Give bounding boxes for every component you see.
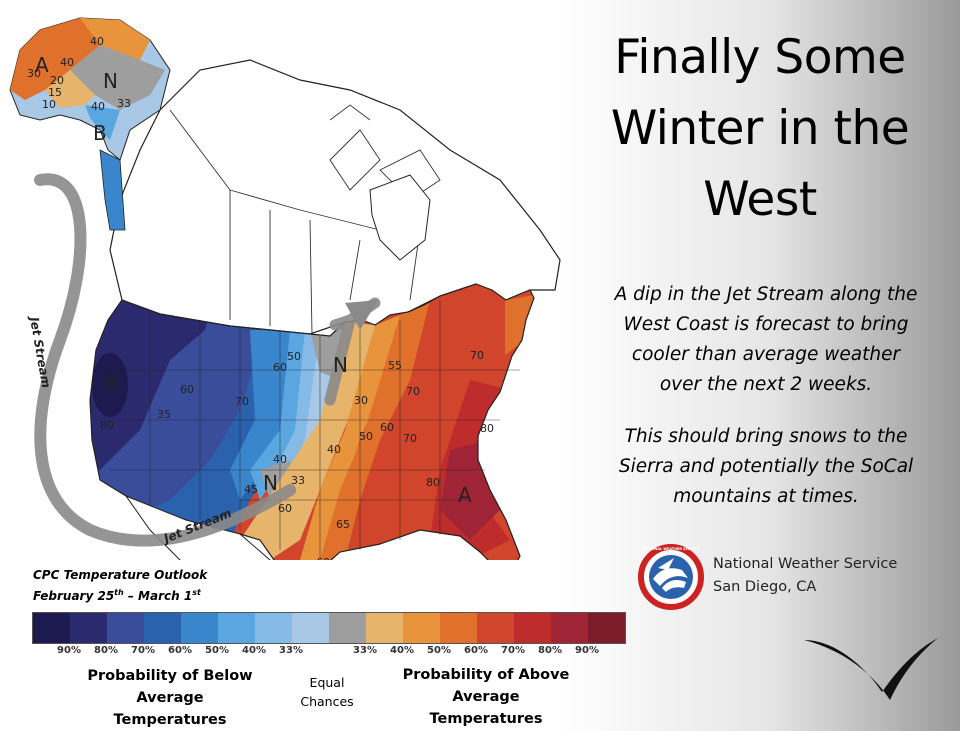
description-snow: This should bring snows to the Sierra an…: [618, 426, 914, 507]
svg-text:40: 40: [273, 453, 287, 466]
svg-text:80: 80: [100, 419, 114, 432]
legend-tick: 50%: [427, 645, 451, 656]
legend-tick: 33%: [353, 645, 377, 656]
legend-swatch: [70, 613, 107, 643]
svg-text:70: 70: [406, 385, 420, 398]
jet-stream-arrow-west: [34, 173, 296, 547]
svg-text:33: 33: [291, 474, 305, 487]
legend-swatch: [181, 613, 218, 643]
legend-swatch: [329, 613, 366, 643]
title-line-3: West: [703, 172, 817, 227]
legend-swatch: [403, 613, 440, 643]
legend-swatch: [477, 613, 514, 643]
nws-location: San Diego, CA: [713, 579, 817, 595]
legend-below-caption: Probability of Below Average Temperatures: [87, 668, 253, 728]
temperature-outlook-map: Jet Stream Jet Stream A N B B N N A 30 4…: [9, 17, 561, 560]
legend-above-caption: Probability of Above Average Temperatures: [402, 667, 570, 727]
svg-text:20: 20: [50, 74, 64, 87]
legend-tick: 90%: [57, 645, 81, 656]
legend-tick: 80%: [538, 645, 562, 656]
legend-tick: 40%: [242, 645, 266, 656]
svg-text:55: 55: [388, 359, 402, 372]
letter-n-plains: N: [333, 353, 348, 377]
svg-text:65: 65: [336, 518, 350, 531]
svg-text:30: 30: [354, 394, 368, 407]
nws-name: National Weather Service: [713, 556, 898, 572]
legend-swatch: [255, 613, 292, 643]
svg-text:60: 60: [180, 383, 194, 396]
legend-tick: 80%: [94, 645, 118, 656]
nws-logo-text: NATIONAL WEATHER SERVICE: [643, 547, 700, 551]
jet-stream-arrowhead: [345, 300, 378, 330]
svg-text:40: 40: [60, 56, 74, 69]
state-lines: [95, 300, 520, 560]
svg-text:40: 40: [327, 443, 341, 456]
svg-text:50: 50: [359, 430, 373, 443]
title-line-1: Finally Some: [614, 30, 906, 85]
legend-colorbar: [32, 612, 626, 644]
title-line-2: Winter in the: [610, 101, 910, 156]
svg-text:70: 70: [403, 432, 417, 445]
jet-stream-label-west: Jet Stream: [27, 314, 54, 389]
outlook-dates: February 25th – March 1st: [33, 588, 201, 603]
decorative-swoosh: [804, 638, 938, 700]
svg-text:45: 45: [244, 483, 258, 496]
legend-tick: 70%: [501, 645, 525, 656]
page-title: Finally Some Winter in the West: [570, 22, 950, 235]
svg-text:33: 33: [117, 97, 131, 110]
legend-swatch: [366, 613, 403, 643]
nws-credit: National Weather Service San Diego, CA: [713, 553, 897, 599]
letter-a-alaska: A: [35, 53, 49, 77]
letter-a-east: A: [458, 483, 472, 507]
legend-equal-caption: Equal Chances: [300, 675, 354, 709]
outlook-letters: A N B B N N A: [35, 53, 472, 507]
legend-swatch: [514, 613, 551, 643]
legend-swatch: [588, 613, 625, 643]
svg-text:50: 50: [287, 350, 301, 363]
svg-text:15: 15: [48, 86, 62, 99]
svg-text:60: 60: [278, 502, 292, 515]
letter-b-alaska: B: [93, 121, 107, 145]
legend-tick: 40%: [390, 645, 414, 656]
svg-text:10: 10: [42, 98, 56, 111]
alaska-region: [9, 17, 171, 231]
description-jet-stream: A dip in the Jet Stream along the West C…: [614, 284, 918, 395]
legend-swatch: [33, 613, 70, 643]
svg-text:40: 40: [91, 100, 105, 113]
svg-text:70: 70: [470, 349, 484, 362]
legend-tick: 60%: [464, 645, 488, 656]
letter-b-west: B: [104, 371, 118, 395]
svg-text:40: 40: [90, 35, 104, 48]
legend-swatch: [218, 613, 255, 643]
svg-text:80: 80: [480, 422, 494, 435]
svg-text:60: 60: [273, 361, 287, 374]
svg-text:30: 30: [27, 67, 41, 80]
letter-n-alaska: N: [103, 69, 118, 93]
svg-text:80: 80: [426, 476, 440, 489]
legend-swatch: [440, 613, 477, 643]
nws-logo: NATIONAL WEATHER SERVICE: [638, 544, 704, 610]
contour-values: 30 40 40 33 20 15 10 40 80 35 60 50 70 6…: [27, 35, 494, 560]
legend-swatch: [551, 613, 588, 643]
legend-swatch: [292, 613, 329, 643]
outlook-source: CPC Temperature Outlook February 25th – …: [33, 567, 207, 605]
legend-tick: 90%: [575, 645, 599, 656]
legend-swatch: [107, 613, 144, 643]
legend-ticks: 90% 80% 70% 60% 50% 40% 33% 33% 40% 50% 60% 70% 80% 9…: [32, 645, 624, 659]
legend-tick: 33%: [279, 645, 303, 656]
svg-text:60: 60: [380, 421, 394, 434]
legend-tick: 70%: [131, 645, 155, 656]
svg-text:60: 60: [316, 556, 330, 560]
legend-tick: 50%: [205, 645, 229, 656]
legend-swatch: [144, 613, 181, 643]
hudson-bay: [369, 174, 431, 261]
outlook-label: CPC Temperature Outlook: [33, 568, 208, 582]
letter-n-south: N: [263, 471, 278, 495]
legend-tick: 60%: [168, 645, 192, 656]
svg-text:35: 35: [157, 408, 171, 421]
svg-text:70: 70: [235, 395, 249, 408]
